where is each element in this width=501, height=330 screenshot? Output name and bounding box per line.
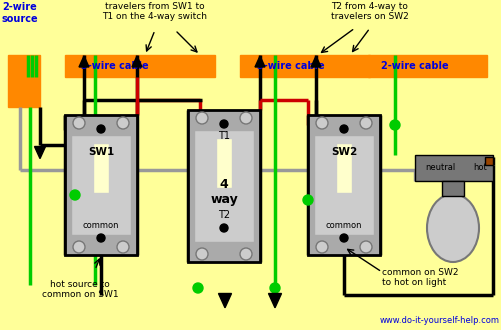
- Text: www.do-it-yourself-help.com: www.do-it-yourself-help.com: [379, 316, 499, 325]
- Bar: [313, 135, 373, 235]
- Circle shape: [195, 112, 207, 124]
- Polygon shape: [132, 56, 142, 67]
- Circle shape: [315, 117, 327, 129]
- Text: T1: T1: [217, 131, 229, 141]
- Text: travelers from SW1 to
T1 on the 4-way switch: travelers from SW1 to T1 on the 4-way sw…: [102, 2, 207, 21]
- Circle shape: [195, 248, 207, 260]
- Ellipse shape: [426, 194, 478, 262]
- Circle shape: [389, 120, 399, 130]
- Text: 3-wire cable: 3-wire cable: [81, 61, 148, 71]
- Bar: [414, 155, 492, 181]
- Bar: [441, 181, 463, 196]
- Text: T2 from 4-way to
travelers on SW2: T2 from 4-way to travelers on SW2: [331, 2, 408, 21]
- Text: 2-wire
source: 2-wire source: [2, 2, 39, 24]
- Circle shape: [117, 117, 129, 129]
- Text: SW1: SW1: [88, 147, 114, 157]
- Circle shape: [70, 190, 80, 200]
- Bar: [71, 135, 131, 235]
- Bar: [335, 143, 351, 193]
- Circle shape: [315, 241, 327, 253]
- Text: common: common: [325, 220, 362, 229]
- Circle shape: [359, 241, 371, 253]
- Bar: [308, 115, 379, 255]
- Text: common on SW2
to hot on light: common on SW2 to hot on light: [381, 268, 457, 287]
- Circle shape: [219, 120, 227, 128]
- Text: SW2: SW2: [330, 147, 356, 157]
- Text: common: common: [83, 220, 119, 229]
- Bar: [215, 138, 231, 188]
- Bar: [188, 110, 260, 262]
- Circle shape: [117, 241, 129, 253]
- Circle shape: [339, 125, 347, 133]
- Bar: [484, 157, 492, 165]
- Bar: [8, 55, 40, 107]
- Circle shape: [303, 195, 313, 205]
- Circle shape: [97, 234, 105, 242]
- Circle shape: [239, 112, 252, 124]
- Text: neutral: neutral: [424, 163, 454, 173]
- Bar: [65, 115, 137, 255]
- Bar: [367, 55, 486, 77]
- Circle shape: [239, 248, 252, 260]
- Circle shape: [192, 283, 202, 293]
- Circle shape: [73, 241, 85, 253]
- Circle shape: [339, 234, 347, 242]
- Polygon shape: [268, 293, 281, 308]
- Text: 4
way: 4 way: [210, 178, 237, 206]
- Circle shape: [73, 117, 85, 129]
- Bar: [239, 55, 369, 77]
- Circle shape: [270, 283, 280, 293]
- Text: T2: T2: [217, 210, 229, 220]
- Polygon shape: [311, 56, 320, 67]
- Text: 3-wire cable: 3-wire cable: [257, 61, 324, 71]
- Polygon shape: [35, 147, 46, 159]
- Text: hot source to
common on SW1: hot source to common on SW1: [42, 280, 118, 299]
- Polygon shape: [218, 293, 231, 308]
- Circle shape: [97, 125, 105, 133]
- Bar: [193, 130, 254, 242]
- Bar: [65, 55, 214, 77]
- Polygon shape: [79, 56, 89, 67]
- Bar: [93, 143, 109, 193]
- Text: 2-wire cable: 2-wire cable: [380, 61, 448, 71]
- Circle shape: [219, 224, 227, 232]
- Circle shape: [359, 117, 371, 129]
- Text: hot: hot: [472, 163, 486, 173]
- Polygon shape: [255, 56, 265, 67]
